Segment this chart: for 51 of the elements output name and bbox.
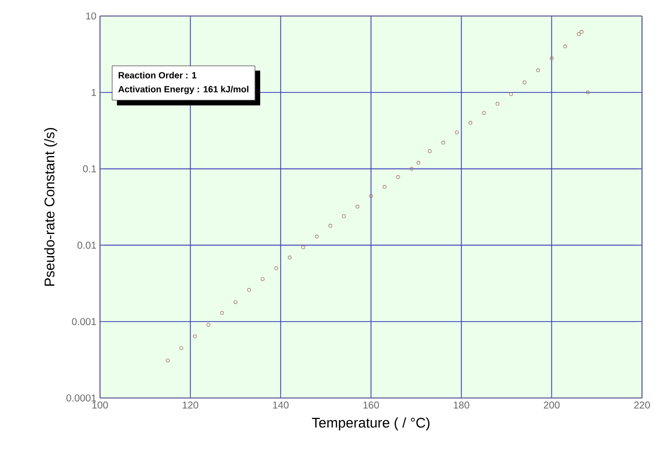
point [468,120,472,125]
point [288,256,292,260]
point [441,140,446,145]
point [356,204,360,209]
point [166,358,170,362]
x-tick-label: 220 [634,402,650,409]
y-tick-label: 10 [86,12,96,20]
point [454,130,459,134]
point [247,288,251,292]
point [496,102,500,106]
point [369,194,373,198]
point [342,214,346,218]
y-tick-label: 1 [92,88,96,96]
y-tick-label: 0.001 [72,318,96,326]
point [550,56,554,60]
point [580,30,584,34]
annotation: Activation Energy : 161 kJ/mol [118,86,248,94]
point [192,334,197,338]
point [482,110,486,115]
y-tick-label: 0.1 [83,165,96,172]
y-tick-label: 0.01 [77,242,96,249]
x-tick-label: 180 [454,402,470,409]
x-axis-title: Temperature ( / °C) [312,417,430,430]
point [416,160,420,165]
annotation: Reaction Order : 1 [118,72,196,78]
point [522,80,526,84]
point [509,92,513,96]
y-tick-label: 0.0001 [66,394,96,402]
point [536,68,540,72]
point [576,32,581,36]
point [382,184,386,189]
point [328,224,332,228]
point [428,149,432,154]
point [234,300,238,304]
point [220,311,224,315]
x-tick-label: 140 [273,402,289,409]
x-tick-label: 120 [182,402,198,409]
point [206,322,210,327]
point [179,346,184,350]
point [314,234,319,238]
point [563,44,568,48]
x-tick-label: 100 [92,402,108,409]
point [301,245,306,250]
point [396,175,400,179]
x-tick-label: 200 [544,402,560,409]
y-axis-title: Pseudo-rate Constant (/s) [44,128,58,286]
point [274,266,278,270]
point [260,277,264,281]
point [410,166,414,171]
point [586,90,590,94]
x-tick-label: 160 [363,402,379,409]
